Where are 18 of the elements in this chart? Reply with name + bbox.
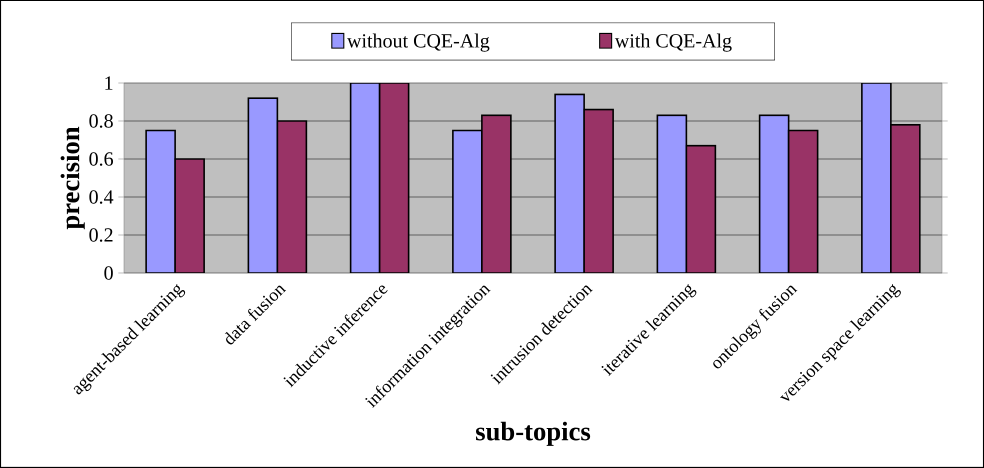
bar [145, 130, 176, 273]
legend-label: without CQE-Alg [347, 34, 490, 52]
y-axis-title: precision [60, 126, 85, 230]
y-tick-label: 0.4 [89, 190, 114, 204]
y-tick-label: 0.8 [89, 114, 113, 128]
y-tick-label: 0.2 [89, 228, 112, 242]
bar [452, 130, 483, 273]
y-tick-label: 0.6 [89, 152, 114, 166]
y-tick-label: 0 [104, 266, 113, 280]
legend-label: with CQE-Alg [614, 34, 732, 52]
bar [248, 97, 278, 273]
bar [554, 94, 585, 273]
bar [656, 114, 688, 273]
y-tick-label: 1 [105, 76, 112, 90]
bar [758, 114, 790, 273]
bar [350, 83, 380, 273]
bar [861, 83, 892, 273]
x-axis-title: sub-topics [476, 422, 590, 446]
